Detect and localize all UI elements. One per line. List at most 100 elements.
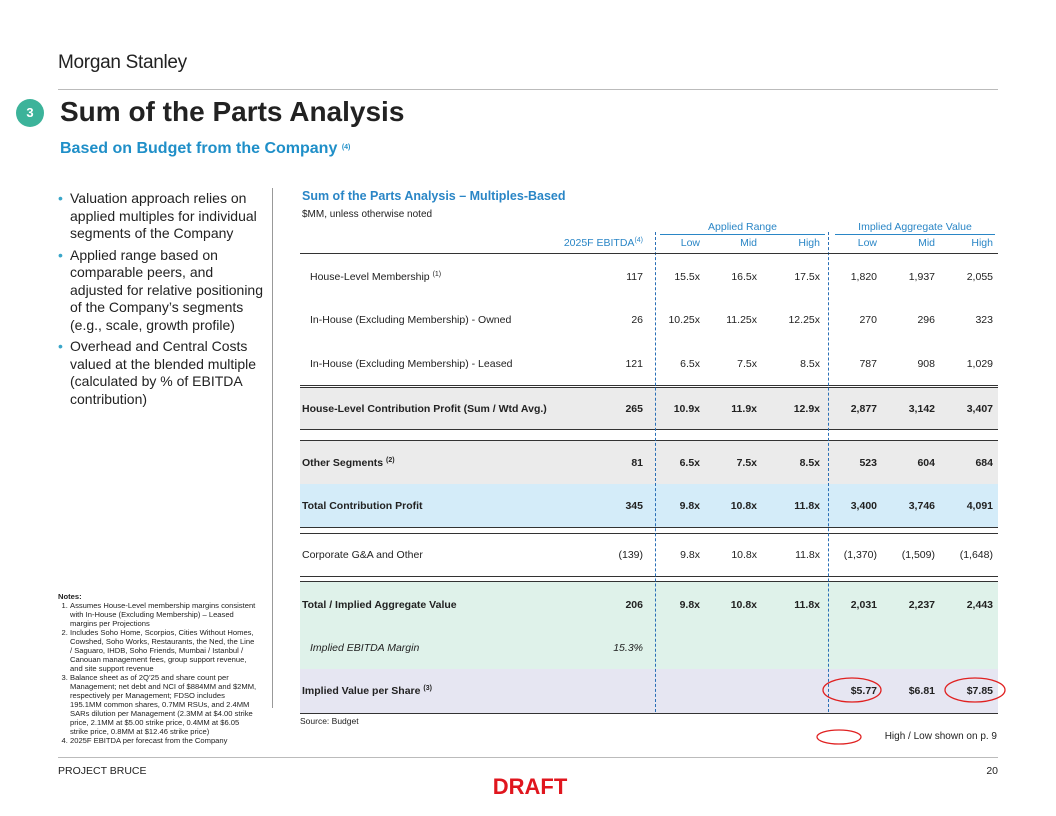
cell: 7.5x — [737, 357, 757, 370]
cell: 8.5x — [799, 457, 820, 469]
cell: 17.5x — [794, 270, 820, 283]
notes-list: Assumes House-Level membership margins c… — [58, 601, 258, 745]
note: Includes Soho Home, Scorpios, Cities Wit… — [70, 628, 258, 673]
bullet: Applied range based on comparable peers,… — [58, 247, 263, 335]
group-header: Implied Aggregate Value — [835, 221, 995, 235]
cell: (1,370) — [843, 549, 877, 561]
label-text: Implied EBITDA Margin — [310, 641, 420, 654]
cell: 9.8x — [679, 499, 700, 512]
rule — [58, 89, 998, 90]
cell: 2,877 — [850, 402, 877, 415]
subtitle-text: Based on Budget from the Company — [60, 140, 338, 157]
column-header: Low — [680, 237, 700, 249]
cell: 8.5x — [800, 357, 820, 370]
cell: 6.5x — [680, 357, 700, 370]
cell: 117 — [626, 270, 643, 283]
label-text: In-House (Excluding Membership) - Leased — [310, 357, 513, 370]
legend-mark — [816, 729, 862, 745]
note-ref: (1) — [432, 270, 442, 278]
group-header: Applied Range — [660, 221, 825, 235]
label-text: Total / Implied Aggregate Value — [302, 598, 457, 611]
row-label: In-House (Excluding Membership) - Leased — [310, 358, 513, 370]
note-ref: (4) — [634, 237, 643, 244]
cell: 11.8x — [794, 598, 820, 611]
cell: 265 — [625, 402, 643, 415]
cell: 9.8x — [680, 549, 700, 561]
draft: DRAFT — [492, 774, 568, 799]
cell: 15.5x — [674, 270, 700, 283]
column-header: High — [798, 237, 820, 249]
row-label: Implied EBITDA Margin — [310, 642, 419, 654]
cell: 26 — [631, 314, 643, 326]
cell: 1,820 — [850, 270, 877, 283]
cell: 787 — [859, 357, 877, 370]
table-row: Corporate G&A and Other (139) 9.8x 10.8x 11.… — [300, 533, 998, 577]
subtitle: Based on Budget from the Company (4) — [60, 140, 350, 158]
table-row: House-Level Membership (1) 117 15.5x 16.5x 1… — [300, 255, 998, 299]
note: 2025F EBITDA per forecast from the Compa… — [70, 736, 258, 745]
label-text: Implied Value per Share — [302, 685, 421, 697]
note-ref: (3) — [423, 685, 432, 692]
cell: 9.8x — [679, 598, 700, 611]
label-text: House-Level Contribution Profit (Sum / W… — [302, 402, 547, 415]
cell: 523 — [859, 457, 877, 469]
cell: 604 — [917, 457, 935, 469]
logo: Morgan Stanley — [58, 52, 187, 73]
cell: 2,055 — [966, 270, 993, 283]
project: PROJECT BRUCE — [58, 765, 147, 777]
column-header: Low — [857, 237, 877, 249]
cell: 323 — [975, 314, 993, 326]
cell: 3,400 — [850, 499, 877, 512]
cell: $6.81 — [908, 685, 935, 697]
row-label: Corporate G&A and Other — [302, 549, 423, 561]
title: Sum of the Parts Analysis — [60, 96, 405, 127]
cell: 4,091 — [966, 499, 993, 512]
table-row: Implied EBITDA Margin 15.3% — [300, 626, 998, 670]
label-text: In-House (Excluding Membership) - Owned — [310, 314, 512, 326]
column-header: Mid — [740, 237, 757, 249]
bullet: Overhead and Central Costs valued at the… — [58, 338, 263, 408]
note: Assumes House-Level membership margins c… — [70, 601, 258, 628]
cell: 2,031 — [850, 598, 877, 611]
table-unit: $MM, unless otherwise noted — [302, 209, 433, 220]
cell: 16.5x — [731, 270, 757, 283]
row-label: Total / Implied Aggregate Value — [302, 599, 457, 611]
source: Source: Budget — [300, 716, 359, 726]
table-row: Total Contribution Profit 345 9.8x 10.8x 11.… — [300, 484, 998, 528]
bullets: Valuation approach relies on applied mul… — [58, 190, 263, 412]
table-row: Implied Value per Share (3) $5.77 $6.81 $7.… — [300, 669, 998, 714]
cell: 7.5x — [736, 457, 757, 469]
cell: 908 — [917, 357, 935, 370]
cell: 3,746 — [908, 499, 935, 512]
cell: 11.9x — [731, 402, 757, 415]
column-header: Mid — [918, 237, 935, 249]
cell: 10.25x — [668, 314, 700, 326]
row-label: House-Level Contribution Profit (Sum / W… — [302, 403, 547, 415]
cell: 1,937 — [908, 270, 935, 283]
cell: 121 — [625, 357, 643, 370]
cell: 684 — [975, 457, 993, 469]
bullet: Valuation approach relies on applied mul… — [58, 190, 263, 243]
label-text: Other Segments — [302, 457, 384, 469]
note: Balance sheet as of 2Q’25 and share coun… — [70, 673, 258, 736]
cell: 11.8x — [794, 499, 820, 512]
cell: (139) — [618, 549, 643, 561]
section-badge: 3 — [16, 99, 44, 127]
table-row: In-House (Excluding Membership) - Owned 2… — [300, 298, 998, 343]
cell: 81 — [631, 457, 643, 469]
row-label: In-House (Excluding Membership) - Owned — [310, 314, 511, 326]
table-row: Other Segments (2) 81 6.5x 7.5x 8.5x 523 604 68… — [300, 440, 998, 486]
cell: 296 — [917, 314, 935, 326]
cell: 10.9x — [673, 402, 700, 415]
cell: 11.8x — [795, 549, 820, 561]
notes: Notes:Assumes House-Level membership mar… — [58, 592, 258, 745]
divider — [272, 188, 273, 708]
cell: 2,443 — [966, 598, 993, 611]
cell: 10.8x — [731, 549, 757, 561]
table-row: Total / Implied Aggregate Value 206 9.8x 10… — [300, 581, 998, 628]
cell: 3,142 — [908, 402, 935, 415]
cell: 11.25x — [726, 314, 757, 326]
note-ref: (4) — [341, 144, 351, 151]
column-header: 2025F EBITDA(4) — [563, 237, 643, 249]
